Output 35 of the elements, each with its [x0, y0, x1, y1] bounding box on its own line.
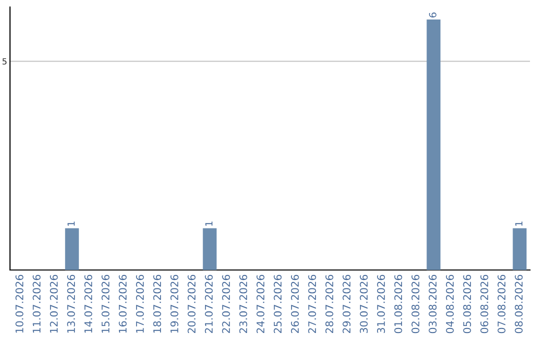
- x-tick-label: 21.07.2026: [204, 274, 213, 334]
- x-tick-label: 13.07.2026: [67, 274, 76, 333]
- data-label: 1: [68, 222, 75, 226]
- x-tick-label: 05.08.2026: [463, 274, 472, 334]
- data-label: 1: [205, 222, 212, 226]
- x-tick-label: 01.08.2026: [394, 274, 402, 334]
- x-tick-label: 03.08.2026: [428, 274, 437, 334]
- x-tick-label: 24.07.2026: [256, 274, 264, 334]
- x-tick-label: 31.07.2026: [377, 274, 385, 334]
- x-tick-label: 19.07.2026: [170, 274, 178, 333]
- x-tick-label: 30.07.2026: [360, 274, 368, 334]
- x-tick-label: 14.07.2026: [84, 274, 92, 333]
- data-label: 1: [515, 222, 522, 226]
- x-tick-label: 29.07.2026: [342, 274, 351, 334]
- x-tick-label: 22.07.2026: [222, 274, 230, 334]
- x-tick-label: 27.07.2026: [308, 274, 316, 334]
- x-tick-label: 17.07.2026: [136, 274, 144, 333]
- x-tick-label: 16.07.2026: [118, 274, 127, 333]
- x-tick-label: 08.08.2026: [514, 274, 523, 334]
- x-tick-label: 12.07.2026: [50, 274, 58, 333]
- x-tick-label: 04.08.2026: [446, 274, 454, 334]
- x-tick-label: 20.07.2026: [188, 274, 196, 334]
- data-label: 6: [429, 12, 436, 18]
- x-tick-label: 15.07.2026: [102, 274, 110, 333]
- x-tick-label: 07.08.2026: [498, 274, 506, 334]
- y-tick-label: 5: [2, 58, 6, 65]
- x-tick-label: 02.08.2026: [412, 274, 420, 334]
- x-tick-label: 06.08.2026: [480, 274, 488, 334]
- x-tick-label: 25.07.2026: [274, 274, 282, 334]
- x-tick-label: 23.07.2026: [239, 274, 248, 334]
- x-tick-label: 28.07.2026: [325, 274, 334, 334]
- x-tick-label: 11.07.2026: [32, 274, 41, 333]
- x-tick-label: 10.07.2026: [15, 274, 24, 333]
- x-tick-label: 26.07.2026: [290, 274, 299, 334]
- x-tick-label: 18.07.2026: [153, 274, 162, 333]
